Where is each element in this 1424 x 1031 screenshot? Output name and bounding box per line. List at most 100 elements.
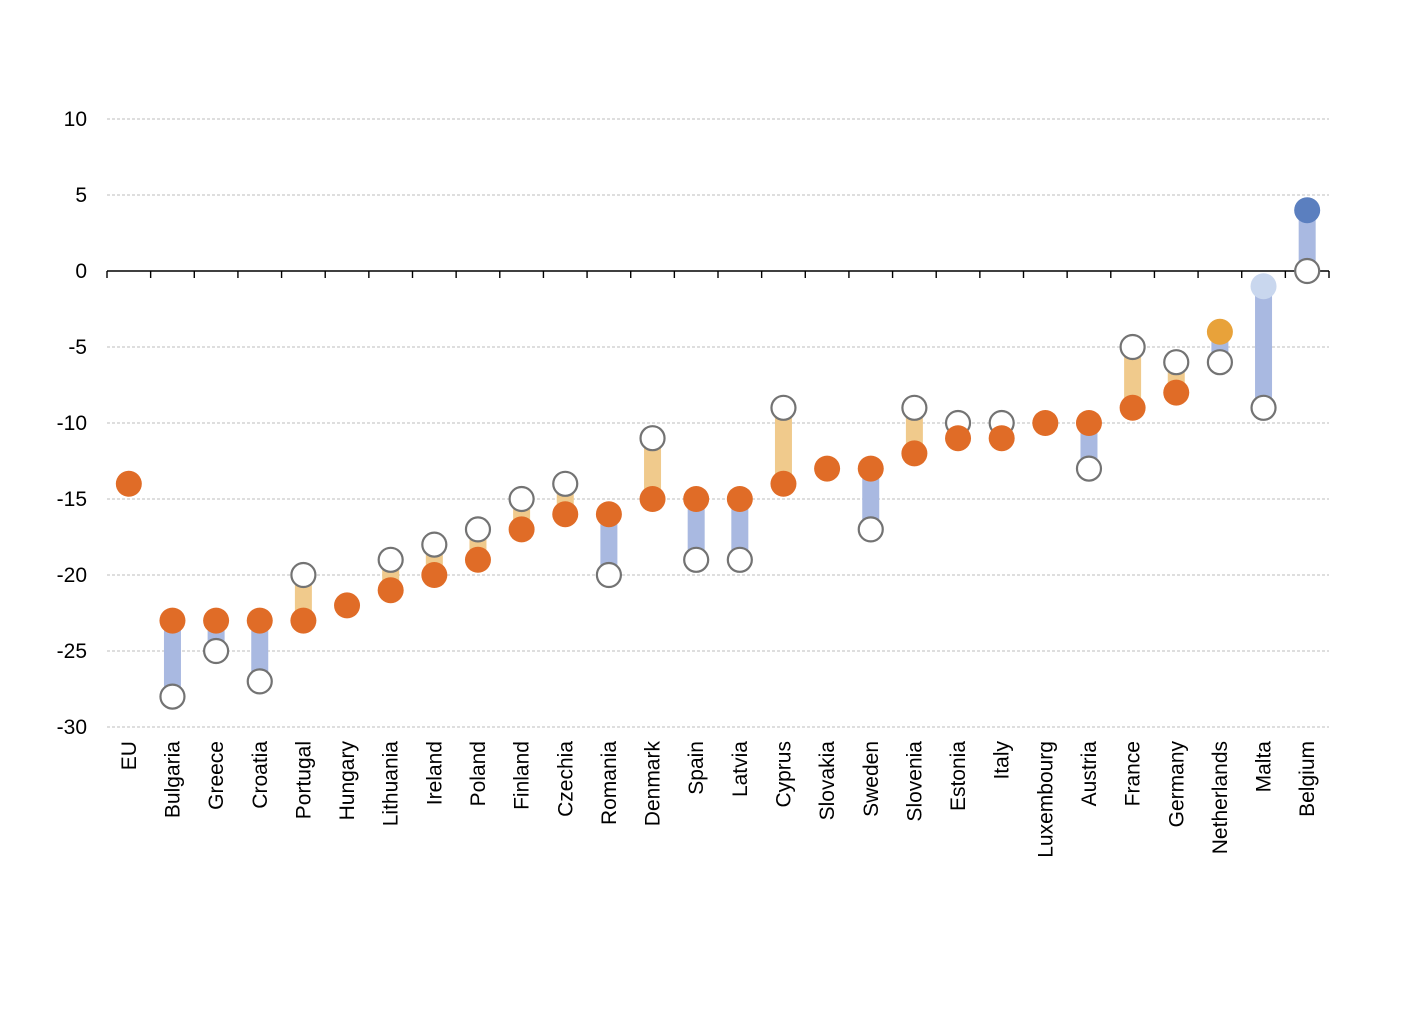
connector-bar [163,620,181,697]
comparison-markers [159,257,1321,710]
x-tick-label: Slovenia [903,741,926,822]
comparison-point [508,485,535,513]
comparison-point [726,546,753,573]
x-tick-label: Finland [511,741,534,810]
x-tick-label: Malta [1253,741,1276,793]
current-point [595,501,622,528]
current-point [377,577,404,604]
y-tick-label: -5 [68,336,87,359]
y-tick-label: -20 [57,564,87,587]
current-point [203,607,230,634]
connector-bar [600,514,618,575]
current-point [290,607,317,634]
current-point [1119,394,1146,421]
x-tick-label: Sweden [860,741,883,817]
current-point [246,607,273,634]
connector-bar [687,499,705,560]
comparison-point [901,394,928,421]
current-point [726,486,753,512]
x-tick-label: Belgium [1296,741,1319,817]
x-tick-label: Portugal [292,741,315,819]
current-point [639,486,666,512]
current-point [1206,318,1233,345]
current-point [1163,379,1190,406]
x-tick-label: Bulgaria [161,741,184,818]
comparison-point [464,516,492,543]
comparison-point [857,516,884,543]
current-point [508,516,535,543]
comparison-point [552,470,579,497]
current-point [814,455,841,482]
x-tick-label: Greece [205,741,228,810]
connector-bar [1298,210,1316,271]
y-tick-label: -30 [57,716,87,739]
connector-bar [644,438,662,499]
connector-bar [862,468,880,530]
connector-bar [1255,286,1273,408]
y-tick-label: -15 [57,488,87,511]
y-tick-label: 10 [64,108,87,131]
comparison-point [290,561,317,589]
x-tick-label: Latvia [729,741,752,797]
x-axis [106,270,1330,278]
current-point [1075,410,1102,436]
x-tick-label: Slovakia [816,741,839,821]
gridlines [107,118,1329,728]
current-point [857,455,884,482]
comparison-point [595,561,622,589]
current-point [988,425,1015,452]
comparison-point [1163,349,1190,376]
y-tick-label: 5 [75,184,87,207]
x-tick-label: Czechia [554,741,577,817]
y-tick-label: -25 [57,640,87,663]
comparison-point [421,531,448,558]
current-point [901,440,928,467]
x-tick-label: Germany [1165,741,1188,828]
x-tick-label: Denmark [642,741,665,827]
current-point [115,470,142,497]
current-point [945,425,972,452]
comparison-point [377,546,404,573]
x-tick-label: EU [118,741,141,770]
x-tick-label: Poland [467,741,490,806]
current-markers [115,197,1321,634]
comparison-point [683,546,710,573]
x-tick-label: Cyprus [772,741,795,808]
connector-bar [774,407,792,484]
current-point [770,470,797,497]
x-tick-label: Austria [1078,741,1101,807]
connector-bar [251,620,269,682]
x-tick-label: Netherlands [1209,741,1232,854]
x-tick-label: France [1122,741,1145,806]
current-point [1294,197,1321,224]
comparison-point [246,668,273,695]
comparison-point [1075,455,1103,482]
connectors [163,210,1316,697]
x-tick-label: Ireland [423,741,446,805]
x-tick-label: Italy [991,741,1014,780]
x-tick-label: Croatia [249,741,272,809]
connector-bar [1124,347,1142,408]
comparison-point [1206,349,1233,376]
current-point [1032,410,1059,436]
current-point [334,592,361,619]
current-point [421,562,448,588]
comparison-point [1250,394,1277,421]
x-tick-label: Lithuania [380,741,403,827]
y-tick-label: 0 [75,260,87,283]
comparison-point [1294,257,1321,285]
comparison-point [1119,333,1146,361]
x-tick-label: Romania [598,741,621,825]
comparison-point [203,637,230,665]
connector-bar [731,499,749,560]
y-tick-label: -10 [57,412,87,435]
x-tick-label: Luxembourg [1034,741,1057,858]
x-tick-label: Estonia [947,741,970,811]
x-axis-tick-labels: EU Bulgaria Greece Croatia Portugal Hungary Li… [118,741,1319,858]
current-point [159,607,186,634]
comparison-point [639,425,666,452]
x-tick-label: Hungary [336,741,359,821]
current-point [464,546,491,573]
comparison-point [770,394,797,421]
